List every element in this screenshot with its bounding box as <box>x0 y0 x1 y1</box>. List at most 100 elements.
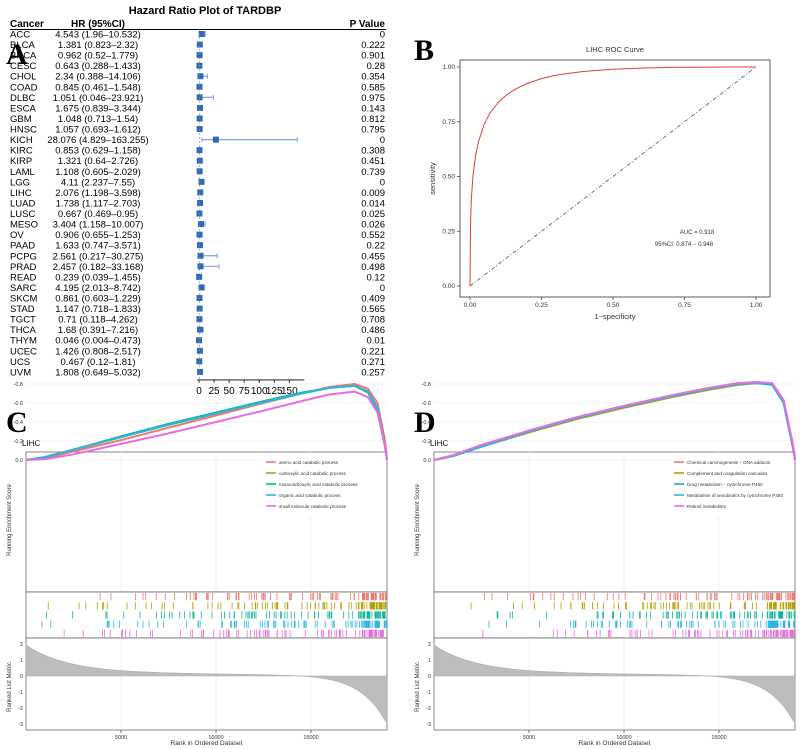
forest-x-tick-label: 25 <box>208 386 220 397</box>
roc-auc-annotation: AUC = 0.918 <box>680 230 715 236</box>
gsea-c-es-y-tick-label: 0.0 <box>15 458 23 464</box>
forest-row-hr-ci: 1.048 (0.713–1.54) <box>58 114 138 125</box>
forest-row-hr-ci: 0.962 (0.52–1.779) <box>58 51 138 62</box>
forest-row-hr-ci: 0.906 (0.655–1.253) <box>55 230 141 241</box>
roc-x-tick-label: 0.00 <box>464 302 477 309</box>
gsea-d-es-y-tick-label: -0.4 <box>422 420 431 426</box>
roc-title: LIHC ROC Curve <box>586 45 644 54</box>
forest-row-cancer: UCEC <box>10 346 37 357</box>
forest-row-p-value: 0.014 <box>361 198 385 209</box>
gsea-d-es-y-tick-label: -0.8 <box>422 382 431 388</box>
forest-row-p-value: 0 <box>380 135 385 146</box>
forest-hr-box <box>196 316 203 323</box>
forest-title: Hazard Ratio Plot of TARDBP <box>129 5 282 17</box>
gsea-c-x-tick-label: 5000 <box>115 735 127 741</box>
gsea-d-metric-y-tick-label: 2 <box>428 642 431 648</box>
forest-row-cancer: THYM <box>10 336 37 347</box>
forest-row-cancer: TGCT <box>10 315 36 326</box>
gsea-c-es-y-tick-label: -0.4 <box>14 420 23 426</box>
forest-row-p-value: 0.221 <box>361 346 385 357</box>
forest-x-tick-label: 0 <box>196 386 202 397</box>
forest-hr-box <box>197 189 204 196</box>
roc-y-tick-label: 0.50 <box>442 174 455 181</box>
forest-hr-box <box>198 31 205 37</box>
gsea-d-metric-frame <box>433 637 796 731</box>
gsea-c-es-y-axis-label: Running Enrichment Score <box>7 483 13 555</box>
forest-row-cancer: STAD <box>10 304 35 315</box>
roc-y-tick-label: 0.00 <box>442 283 455 290</box>
gsea-d-metric-y-tick-label: -3 <box>426 722 431 728</box>
forest-row-hr-ci: 2.076 (1.198–3.598) <box>55 188 141 199</box>
forest-row-p-value: 0.812 <box>361 114 385 125</box>
forest-row-cancer: CESC <box>10 61 37 72</box>
forest-row-p-value: 0.901 <box>361 51 385 62</box>
forest-row-hr-ci: 1.051 (0.046–23.921) <box>53 93 144 104</box>
forest-hr-box <box>197 263 204 270</box>
gsea-d-legend-label: Chemical carcinogenesis − DNA adducts <box>687 460 771 465</box>
gsea-d-subtitle: LIHC <box>430 439 448 448</box>
gsea-c-metric-frame <box>25 637 388 731</box>
forest-row-p-value: 0.565 <box>361 304 385 315</box>
roc-curve-line <box>469 66 756 287</box>
gsea-c-metric-y-tick-label: -3 <box>18 722 23 728</box>
forest-row-hr-ci: 1.057 (0.693–1.612) <box>55 125 141 136</box>
forest-row-hr-ci: 0.643 (0.288–1.433) <box>55 61 141 72</box>
gsea-d-legend-label: Complement and coagulation cascades <box>687 471 768 476</box>
roc-x-tick-label: 0.75 <box>678 302 691 309</box>
forest-x-tick-label: 150 <box>281 386 298 397</box>
forest-hr-box <box>197 199 204 206</box>
panel-letter-b: B <box>414 34 435 67</box>
gsea-d-metric-area <box>433 644 796 725</box>
forest-row-hr-ci: 0.467 (0.12–1.81) <box>60 357 135 368</box>
gsea-c-legend-label: organic acid catabolic process <box>279 493 341 498</box>
gsea-d-metric-y-tick-label: -1 <box>426 690 431 696</box>
forest-row-hr-ci: 1.426 (0.808–2.517) <box>55 346 141 357</box>
gsea-c-subtitle: LIHC <box>22 439 40 448</box>
forest-row-hr-ci: 28.076 (4.829–163.255) <box>47 135 148 146</box>
forest-row-cancer: GBM <box>10 114 32 125</box>
forest-hr-box <box>196 41 203 48</box>
forest-x-tick-label: 75 <box>239 386 251 397</box>
gsea-c-metric-y-tick-label: 1 <box>20 658 23 664</box>
gsea-c-legend-label: carboxylic acid catabolic process <box>279 471 347 476</box>
gsea-c-metric-y-axis-label: Ranked List Metric <box>7 662 13 712</box>
forest-row-p-value: 0.222 <box>361 40 385 51</box>
forest-row-p-value: 0.708 <box>361 315 385 326</box>
gsea-d-es-series-line <box>433 381 796 461</box>
forest-row-cancer: LUSC <box>10 209 35 220</box>
forest-row-p-value: 0.975 <box>361 93 385 104</box>
gsea-c-x-axis-label: Rank in Ordered Dataset <box>171 740 243 747</box>
forest-hr-box <box>196 168 203 175</box>
forest-row-cancer: COAD <box>10 82 38 93</box>
gsea-c-legend-label: monocarboxylic acid catabolic process <box>279 482 358 487</box>
forest-hr-box <box>196 273 203 280</box>
gsea-d-es-y-tick-label: -0.2 <box>422 439 431 445</box>
forest-row-hr-ci: 2.561 (0.217–30.275) <box>53 251 144 262</box>
forest-row-p-value: 0.354 <box>361 72 385 83</box>
forest-row-p-value: 0.271 <box>361 357 385 368</box>
forest-row-cancer: SARC <box>10 283 37 294</box>
forest-row-p-value: 0.22 <box>367 241 386 252</box>
forest-row-p-value: 0.795 <box>361 125 385 136</box>
forest-row-cancer: BLCA <box>10 40 35 51</box>
forest-row-cancer: BRCA <box>10 51 37 62</box>
forest-row-cancer: KICH <box>10 135 33 146</box>
gsea-c-metric-area <box>25 644 388 725</box>
gsea-d-es-series-line <box>433 382 796 461</box>
forest-hr-box <box>196 242 203 249</box>
forest-row-p-value: 0.308 <box>361 146 385 157</box>
forest-row-hr-ci: 1.108 (0.605–2.029) <box>55 167 141 178</box>
forest-row-p-value: 0.257 <box>361 367 385 378</box>
forest-row-hr-ci: 2.34 (0.388–14.106) <box>55 72 141 83</box>
forest-row-hr-ci: 3.404 (1.158–10.007) <box>53 220 144 231</box>
gsea-d-x-tick-label: 15000 <box>711 735 726 741</box>
gsea-d-legend-label: Retinol metabolism <box>687 504 726 509</box>
forest-row-p-value: 0.451 <box>361 156 385 167</box>
forest-row-cancer: KIRC <box>10 146 33 157</box>
gsea-c-metric-y-tick-label: -2 <box>18 706 23 712</box>
gsea-c-metric-y-tick-label: 0 <box>20 674 23 680</box>
forest-hr-box <box>196 358 203 365</box>
gsea-c-legend-label: small molecule catabolic process <box>279 504 347 509</box>
forest-hr-box <box>198 221 205 228</box>
